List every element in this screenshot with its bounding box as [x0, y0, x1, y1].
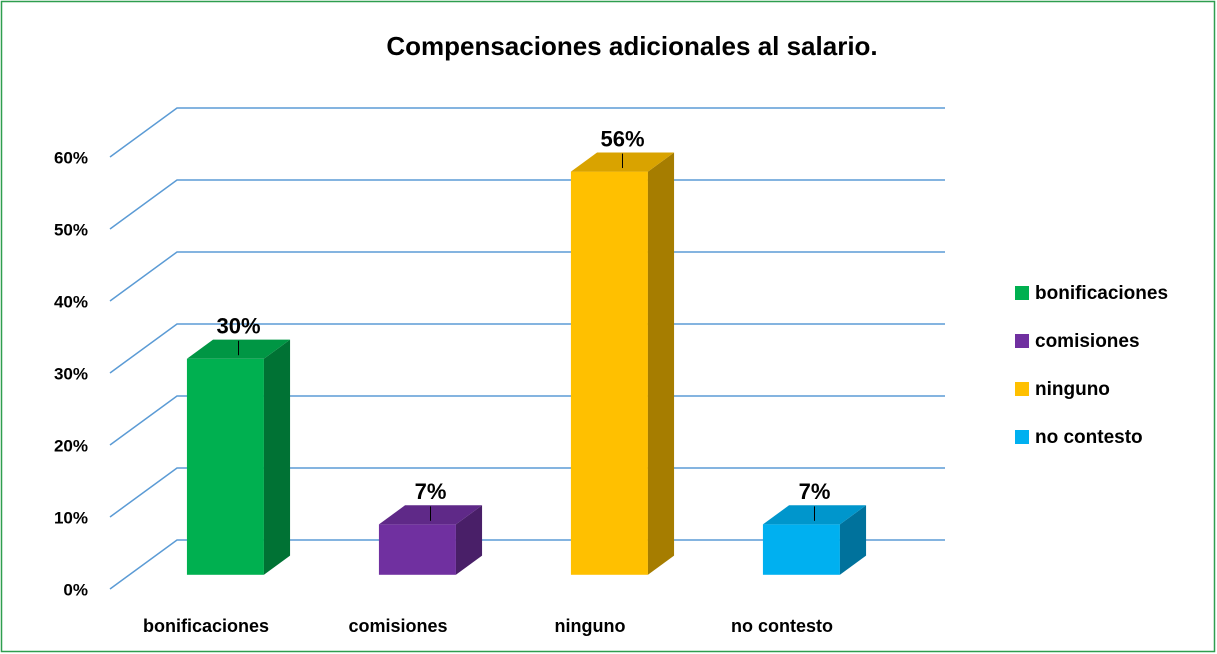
- x-tick-label: no contesto: [731, 616, 833, 636]
- data-label: 56%: [600, 126, 644, 151]
- legend-swatch: [1015, 430, 1029, 444]
- bar: [378, 524, 456, 575]
- grid-line: [109, 323, 945, 374]
- y-tick-label: 30%: [54, 364, 88, 383]
- data-label: 7%: [799, 479, 831, 504]
- x-tick-label: ninguno: [555, 616, 626, 636]
- y-tick-label: 50%: [54, 220, 88, 239]
- legend-label: comisiones: [1035, 331, 1140, 352]
- y-tick-label: 10%: [54, 508, 88, 527]
- x-tick-label: comisiones: [348, 616, 447, 636]
- bar-side: [647, 152, 675, 575]
- bar-side: [839, 505, 867, 575]
- bar: [762, 524, 840, 575]
- grid-line: [109, 107, 945, 158]
- grid-line: [109, 395, 945, 446]
- legend-swatch: [1015, 286, 1029, 300]
- grid-line: [109, 539, 945, 590]
- y-tick-label: 60%: [54, 148, 88, 167]
- bar: [186, 358, 264, 575]
- chart-title: Compensaciones adicionales al salario.: [386, 31, 877, 61]
- grid-line: [109, 179, 945, 230]
- y-tick-label: 20%: [54, 436, 88, 455]
- y-tick-label: 40%: [54, 292, 88, 311]
- data-label: 30%: [216, 314, 260, 339]
- data-label: 7%: [415, 479, 447, 504]
- legend-label: ninguno: [1035, 379, 1110, 400]
- legend-label: bonificaciones: [1035, 283, 1168, 304]
- legend-swatch: [1015, 382, 1029, 396]
- x-tick-label: bonificaciones: [143, 616, 269, 636]
- bar-side: [455, 505, 483, 575]
- bar: [570, 171, 648, 575]
- grid-line: [109, 251, 945, 302]
- legend-swatch: [1015, 334, 1029, 348]
- bar-side: [263, 339, 291, 575]
- y-tick-label: 0%: [63, 580, 88, 599]
- legend-label: no contesto: [1035, 427, 1143, 448]
- grid-line: [109, 467, 945, 518]
